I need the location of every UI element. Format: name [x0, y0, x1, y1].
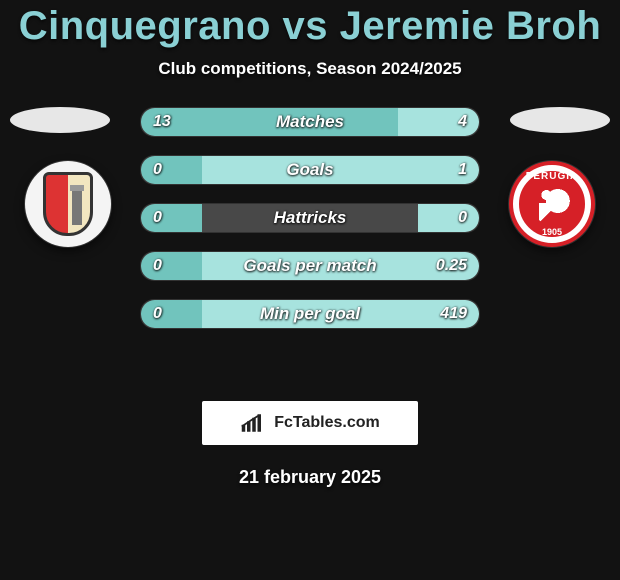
player-left-ellipse [10, 107, 110, 133]
perugia-text-bottom: 1905 [509, 227, 595, 237]
stat-label: Matches [141, 108, 479, 136]
club-badge-left [25, 161, 111, 247]
stat-label: Goals per match [141, 252, 479, 280]
bar-chart-icon [240, 412, 268, 434]
comparison-infographic: Cinquegrano vs Jeremie Broh Club competi… [0, 0, 620, 580]
stat-label: Hattricks [141, 204, 479, 232]
stat-bar: 00.25Goals per match [140, 251, 480, 281]
content: PERUGIA 1905 134Matches 01Goals 00Hattrick… [0, 107, 620, 488]
stat-bar: 00Hattricks [140, 203, 480, 233]
stage: PERUGIA 1905 134Matches 01Goals 00Hattrick… [0, 107, 620, 367]
stat-bar: 0419Min per goal [140, 299, 480, 329]
perugia-text-top: PERUGIA [509, 171, 595, 182]
player-right-ellipse [510, 107, 610, 133]
stat-label: Min per goal [141, 300, 479, 328]
page-subtitle: Club competitions, Season 2024/2025 [0, 59, 620, 79]
stat-bars: 134Matches 01Goals 00Hattricks 00.25Goals p… [140, 107, 480, 329]
club-badge-right: PERUGIA 1905 [509, 161, 595, 247]
stat-bar: 134Matches [140, 107, 480, 137]
branding-text: FcTables.com [274, 414, 380, 432]
stat-bar: 01Goals [140, 155, 480, 185]
griffin-icon [535, 185, 573, 225]
page-title: Cinquegrano vs Jeremie Broh [0, 0, 620, 49]
rimini-shield-icon [43, 172, 93, 236]
infographic-date: 21 february 2025 [0, 467, 620, 488]
stat-label: Goals [141, 156, 479, 184]
branding-box: FcTables.com [202, 401, 418, 445]
